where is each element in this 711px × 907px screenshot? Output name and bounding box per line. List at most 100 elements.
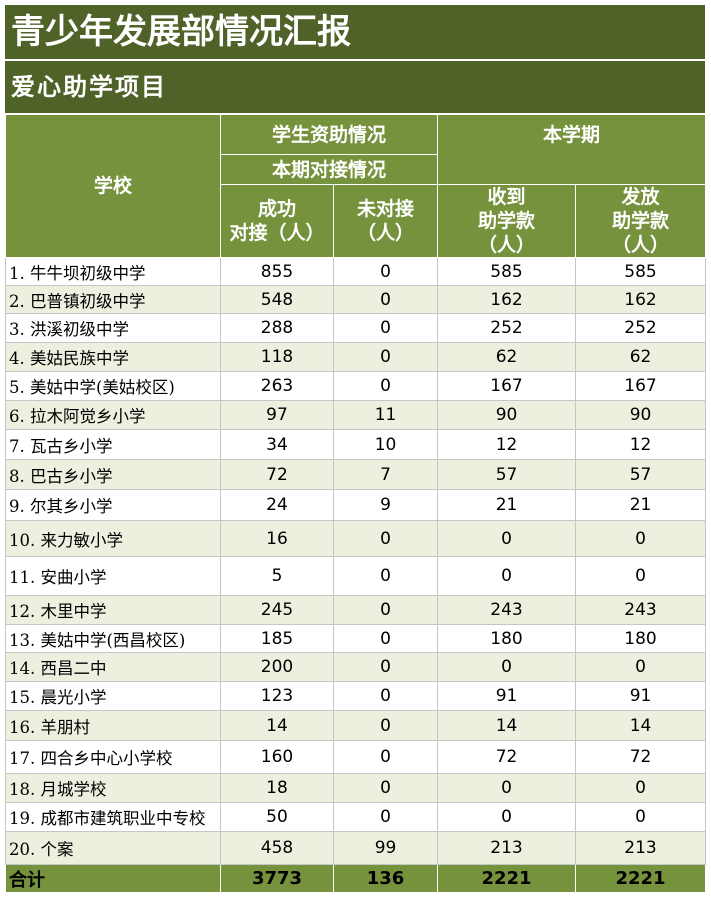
issued-cell: 243 — [575, 595, 707, 625]
issued-cell: 0 — [575, 556, 707, 596]
issued-cell: 62 — [575, 342, 707, 372]
not-matched-cell: 99 — [332, 831, 439, 865]
table-row: 8. 巴古乡小学 72 7 57 57 — [5, 459, 707, 490]
received-cell: 162 — [437, 285, 577, 314]
not-matched-cell: 10 — [332, 429, 439, 460]
not-matched-cell: 11 — [332, 400, 439, 430]
report-title: 青少年发展部情况汇报 — [5, 5, 705, 60]
table-row: 12. 木里中学 245 0 243 243 — [5, 595, 707, 625]
school-name-cell: 2. 巴普镇初级中学 — [5, 285, 221, 314]
table-row: 15. 晨光小学 123 0 91 91 — [5, 681, 707, 711]
issued-cell: 252 — [575, 313, 707, 343]
received-cell: 243 — [437, 595, 577, 625]
issued-cell: 0 — [575, 520, 707, 557]
table-row: 7. 瓦古乡小学 34 10 12 12 — [5, 429, 707, 460]
table-row: 9. 尔其乡小学 24 9 21 21 — [5, 489, 707, 521]
not-matched-cell: 0 — [332, 371, 439, 401]
table-row: 11. 安曲小学 5 0 0 0 — [5, 556, 707, 596]
header-received: 收到 助学款 （人） — [437, 184, 577, 258]
school-name-cell: 3. 洪溪初级中学 — [5, 313, 221, 343]
issued-cell: 57 — [575, 459, 707, 490]
issued-cell: 90 — [575, 400, 707, 430]
school-name-cell: 15. 晨光小学 — [5, 681, 221, 711]
table-row: 20. 个案 458 99 213 213 — [5, 831, 707, 865]
table-row: 17. 四合乡中心小学校 160 0 72 72 — [5, 740, 707, 774]
table-row: 10. 来力敏小学 16 0 0 0 — [5, 520, 707, 557]
table-row: 14. 西昌二中 200 0 0 0 — [5, 652, 707, 682]
received-cell: 0 — [437, 773, 577, 803]
received-cell: 0 — [437, 802, 577, 832]
received-cell: 252 — [437, 313, 577, 343]
success-cell: 855 — [220, 257, 334, 286]
not-matched-cell: 0 — [332, 556, 439, 596]
received-cell: 12 — [437, 429, 577, 460]
success-cell: 123 — [220, 681, 334, 711]
school-name-cell: 14. 西昌二中 — [5, 652, 221, 682]
table-row: 2. 巴普镇初级中学 548 0 162 162 — [5, 285, 707, 314]
school-name-cell: 12. 木里中学 — [5, 595, 221, 625]
received-cell: 14 — [437, 710, 577, 741]
school-name-cell: 11. 安曲小学 — [5, 556, 221, 596]
received-cell: 57 — [437, 459, 577, 490]
total-received: 2221 — [437, 864, 577, 893]
received-cell: 0 — [437, 556, 577, 596]
not-matched-cell: 0 — [332, 520, 439, 557]
school-name-cell: 6. 拉木阿觉乡小学 — [5, 400, 221, 430]
school-name-cell: 9. 尔其乡小学 — [5, 489, 221, 521]
not-matched-cell: 0 — [332, 773, 439, 803]
not-matched-cell: 0 — [332, 257, 439, 286]
received-cell: 213 — [437, 831, 577, 865]
school-name-cell: 5. 美姑中学(美姑校区) — [5, 371, 221, 401]
total-not-matched: 136 — [332, 864, 439, 893]
issued-cell: 162 — [575, 285, 707, 314]
success-cell: 34 — [220, 429, 334, 460]
success-cell: 548 — [220, 285, 334, 314]
issued-cell: 72 — [575, 740, 707, 774]
project-subtitle: 爱心助学项目 — [5, 61, 705, 113]
success-cell: 24 — [220, 489, 334, 521]
success-cell: 245 — [220, 595, 334, 625]
header-issued: 发放 助学款 （人） — [575, 184, 707, 258]
not-matched-cell: 9 — [332, 489, 439, 521]
header-not-matched: 未对接 （人） — [332, 184, 439, 258]
not-matched-cell: 0 — [332, 342, 439, 372]
school-name-cell: 20. 个案 — [5, 831, 221, 865]
received-cell: 91 — [437, 681, 577, 711]
issued-cell: 213 — [575, 831, 707, 865]
success-cell: 458 — [220, 831, 334, 865]
not-matched-cell: 0 — [332, 710, 439, 741]
issued-cell: 14 — [575, 710, 707, 741]
school-name-cell: 1. 牛牛坝初级中学 — [5, 257, 221, 286]
table-row: 4. 美姑民族中学 118 0 62 62 — [5, 342, 707, 372]
table-body: 1. 牛牛坝初级中学 855 0 585 585 2. 巴普镇初级中学 548 0 162 162… — [5, 257, 707, 865]
total-label: 合计 — [5, 864, 221, 893]
header-matching: 本期对接情况 — [219, 154, 439, 185]
received-cell: 167 — [437, 371, 577, 401]
table-row: 5. 美姑中学(美姑校区) 263 0 167 167 — [5, 371, 707, 401]
header-success: 成功 对接（人） — [220, 184, 334, 258]
success-cell: 160 — [220, 740, 334, 774]
table-row: 18. 月城学校 18 0 0 0 — [5, 773, 707, 803]
school-name-cell: 16. 羊朋村 — [5, 710, 221, 741]
school-name-cell: 7. 瓦古乡小学 — [5, 429, 221, 460]
school-name-cell: 13. 美姑中学(西昌校区) — [5, 624, 221, 653]
success-cell: 185 — [220, 624, 334, 653]
success-cell: 72 — [220, 459, 334, 490]
issued-cell: 585 — [575, 257, 707, 286]
issued-cell: 0 — [575, 652, 707, 682]
success-cell: 18 — [220, 773, 334, 803]
issued-cell: 180 — [575, 624, 707, 653]
issued-cell: 21 — [575, 489, 707, 521]
success-cell: 14 — [220, 710, 334, 741]
issued-cell: 167 — [575, 371, 707, 401]
received-cell: 0 — [437, 652, 577, 682]
table-row: 16. 羊朋村 14 0 14 14 — [5, 710, 707, 741]
success-cell: 288 — [220, 313, 334, 343]
issued-cell: 12 — [575, 429, 707, 460]
not-matched-cell: 7 — [332, 459, 439, 490]
received-cell: 62 — [437, 342, 577, 372]
table-row: 1. 牛牛坝初级中学 855 0 585 585 — [5, 257, 707, 286]
not-matched-cell: 0 — [332, 740, 439, 774]
success-cell: 50 — [220, 802, 334, 832]
received-cell: 72 — [437, 740, 577, 774]
